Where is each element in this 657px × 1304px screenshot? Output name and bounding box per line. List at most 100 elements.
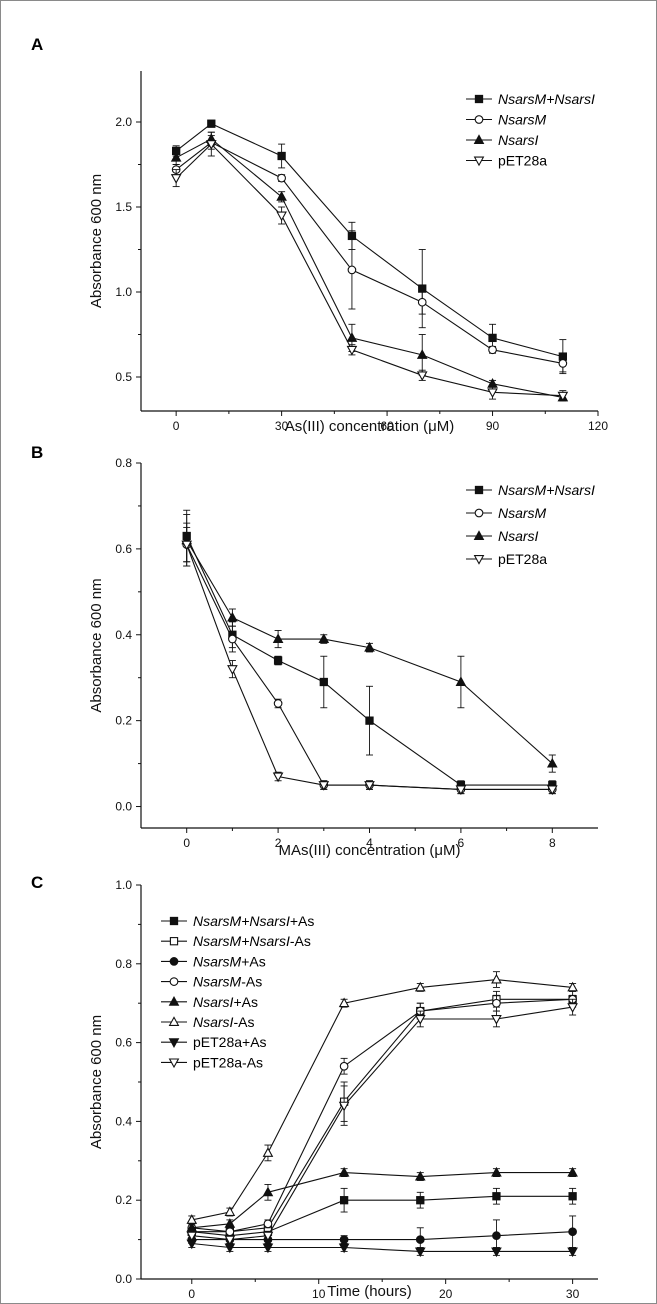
data-point <box>417 297 427 307</box>
data-point <box>557 391 569 402</box>
data-point <box>170 174 182 184</box>
legend-entry: NsarsM <box>466 505 547 521</box>
legend-label: pET28a-As <box>193 1054 263 1070</box>
series <box>186 1166 578 1233</box>
data-point <box>263 1219 273 1229</box>
data-point <box>318 633 330 644</box>
data-point <box>365 716 374 725</box>
x-tick-label: 30 <box>275 419 289 433</box>
legend-label: NsarsM+NsarsI+As <box>193 913 314 929</box>
data-point <box>205 140 217 150</box>
legend-entry: NsarsI-As <box>161 1014 254 1030</box>
data-point <box>567 1166 578 1177</box>
y-tick-label: 0.0 <box>115 800 132 814</box>
series <box>186 998 578 1246</box>
legend-marker <box>473 530 485 540</box>
x-tick-label: 10 <box>312 1287 326 1301</box>
y-axis-label: Absorbance 600 nm <box>88 1015 105 1149</box>
legend-label: pET28a <box>498 551 547 567</box>
panel-c: C 0.0 0.2 0.4 0.6 0.8 1.0 0 10 20 30 Time (hours) A… <box>1 871 656 1303</box>
data-point <box>339 1235 349 1244</box>
series <box>170 131 569 402</box>
series-line <box>191 1242 573 1252</box>
series-line <box>175 141 563 364</box>
y-tick-label: 2.0 <box>115 115 132 129</box>
data-point <box>546 757 558 768</box>
legend-label: NsarsM+NsarsI-As <box>193 933 311 949</box>
data-point <box>339 1196 349 1205</box>
x-tick-label: 2 <box>275 836 282 850</box>
data-point <box>276 211 287 222</box>
data-point <box>186 1222 198 1232</box>
data-point <box>272 633 284 644</box>
legend-label: NsarsM+As <box>193 953 266 969</box>
data-point <box>455 676 467 686</box>
x-tick-label: 0 <box>188 1287 195 1301</box>
data-point <box>364 641 375 652</box>
data-point <box>186 1214 198 1224</box>
panel-label: A <box>31 35 44 54</box>
data-point <box>181 540 193 551</box>
y-tick-label: 0.6 <box>115 1036 132 1050</box>
data-point <box>273 656 283 665</box>
legend-label: NsarsI-As <box>193 1014 254 1030</box>
series <box>171 135 568 373</box>
x-tick-label: 8 <box>549 836 556 850</box>
series-line <box>175 143 563 397</box>
legend-entry: NsarsM+As <box>161 953 266 969</box>
data-point <box>228 634 237 644</box>
data-point <box>416 1196 425 1205</box>
y-tick-label: 1.0 <box>115 878 132 892</box>
y-tick-label: 1.5 <box>115 200 132 214</box>
x-tick-label: 30 <box>566 1287 580 1301</box>
legend-marker <box>169 977 179 986</box>
data-point <box>262 1231 274 1242</box>
data-point <box>567 1247 578 1258</box>
data-point <box>488 345 497 355</box>
legend-marker <box>474 115 484 124</box>
y-tick-label: 0.8 <box>115 957 132 971</box>
data-point <box>276 191 287 201</box>
legend-marker <box>473 156 485 167</box>
y-tick-label: 0.5 <box>115 370 132 384</box>
data-point <box>170 151 182 162</box>
legend-entry: NsarsM <box>466 112 547 128</box>
legend-entry: pET28a-As <box>161 1054 263 1070</box>
data-point <box>224 1218 236 1228</box>
series <box>170 131 569 402</box>
legend-label: NsarsM+NsarsI <box>498 482 595 498</box>
data-point <box>225 1227 235 1237</box>
data-point <box>273 699 283 708</box>
legend-marker <box>168 1058 180 1069</box>
y-axis-label: Absorbance 600 nm <box>88 578 105 712</box>
data-point <box>224 1235 236 1246</box>
legend-entry: NsarsM+NsarsI+As <box>161 913 314 929</box>
data-point <box>414 1247 426 1258</box>
legend-label: pET28a+As <box>193 1034 267 1050</box>
chart-c: 0.0 0.2 0.4 0.6 0.8 1.0 0 10 20 30 Time (hours) Abs… <box>88 878 598 1301</box>
legend-entry: NsarsI <box>466 528 539 544</box>
legend-marker <box>473 555 485 565</box>
data-point <box>568 1227 577 1237</box>
y-tick-label: 0.6 <box>115 542 132 556</box>
legend-entry: NsarsI <box>466 132 539 148</box>
legend-marker <box>474 485 484 495</box>
legend-label: NsarsM <box>498 112 547 128</box>
series <box>186 1239 578 1258</box>
data-point <box>339 1061 349 1071</box>
data-point <box>491 1247 502 1258</box>
data-point <box>319 677 328 687</box>
legend-label: NsarsM <box>498 505 547 521</box>
legend-marker <box>169 916 179 926</box>
data-point <box>346 332 358 342</box>
data-point <box>415 1235 425 1244</box>
panel-label: C <box>31 873 44 892</box>
legend-label: NsarsI+As <box>193 994 258 1010</box>
data-point <box>416 349 428 359</box>
data-point <box>414 1015 426 1025</box>
x-axis-label: As(III) concentration (μM) <box>285 418 455 435</box>
data-point <box>338 1243 350 1254</box>
y-axis-label: Absorbance 600 nm <box>88 174 105 308</box>
chart-a: 0.5 1.0 1.5 2.0 0 30 60 90 120 As(III) concentrat… <box>88 71 608 435</box>
legend-label: NsarsM+NsarsI <box>498 91 595 107</box>
